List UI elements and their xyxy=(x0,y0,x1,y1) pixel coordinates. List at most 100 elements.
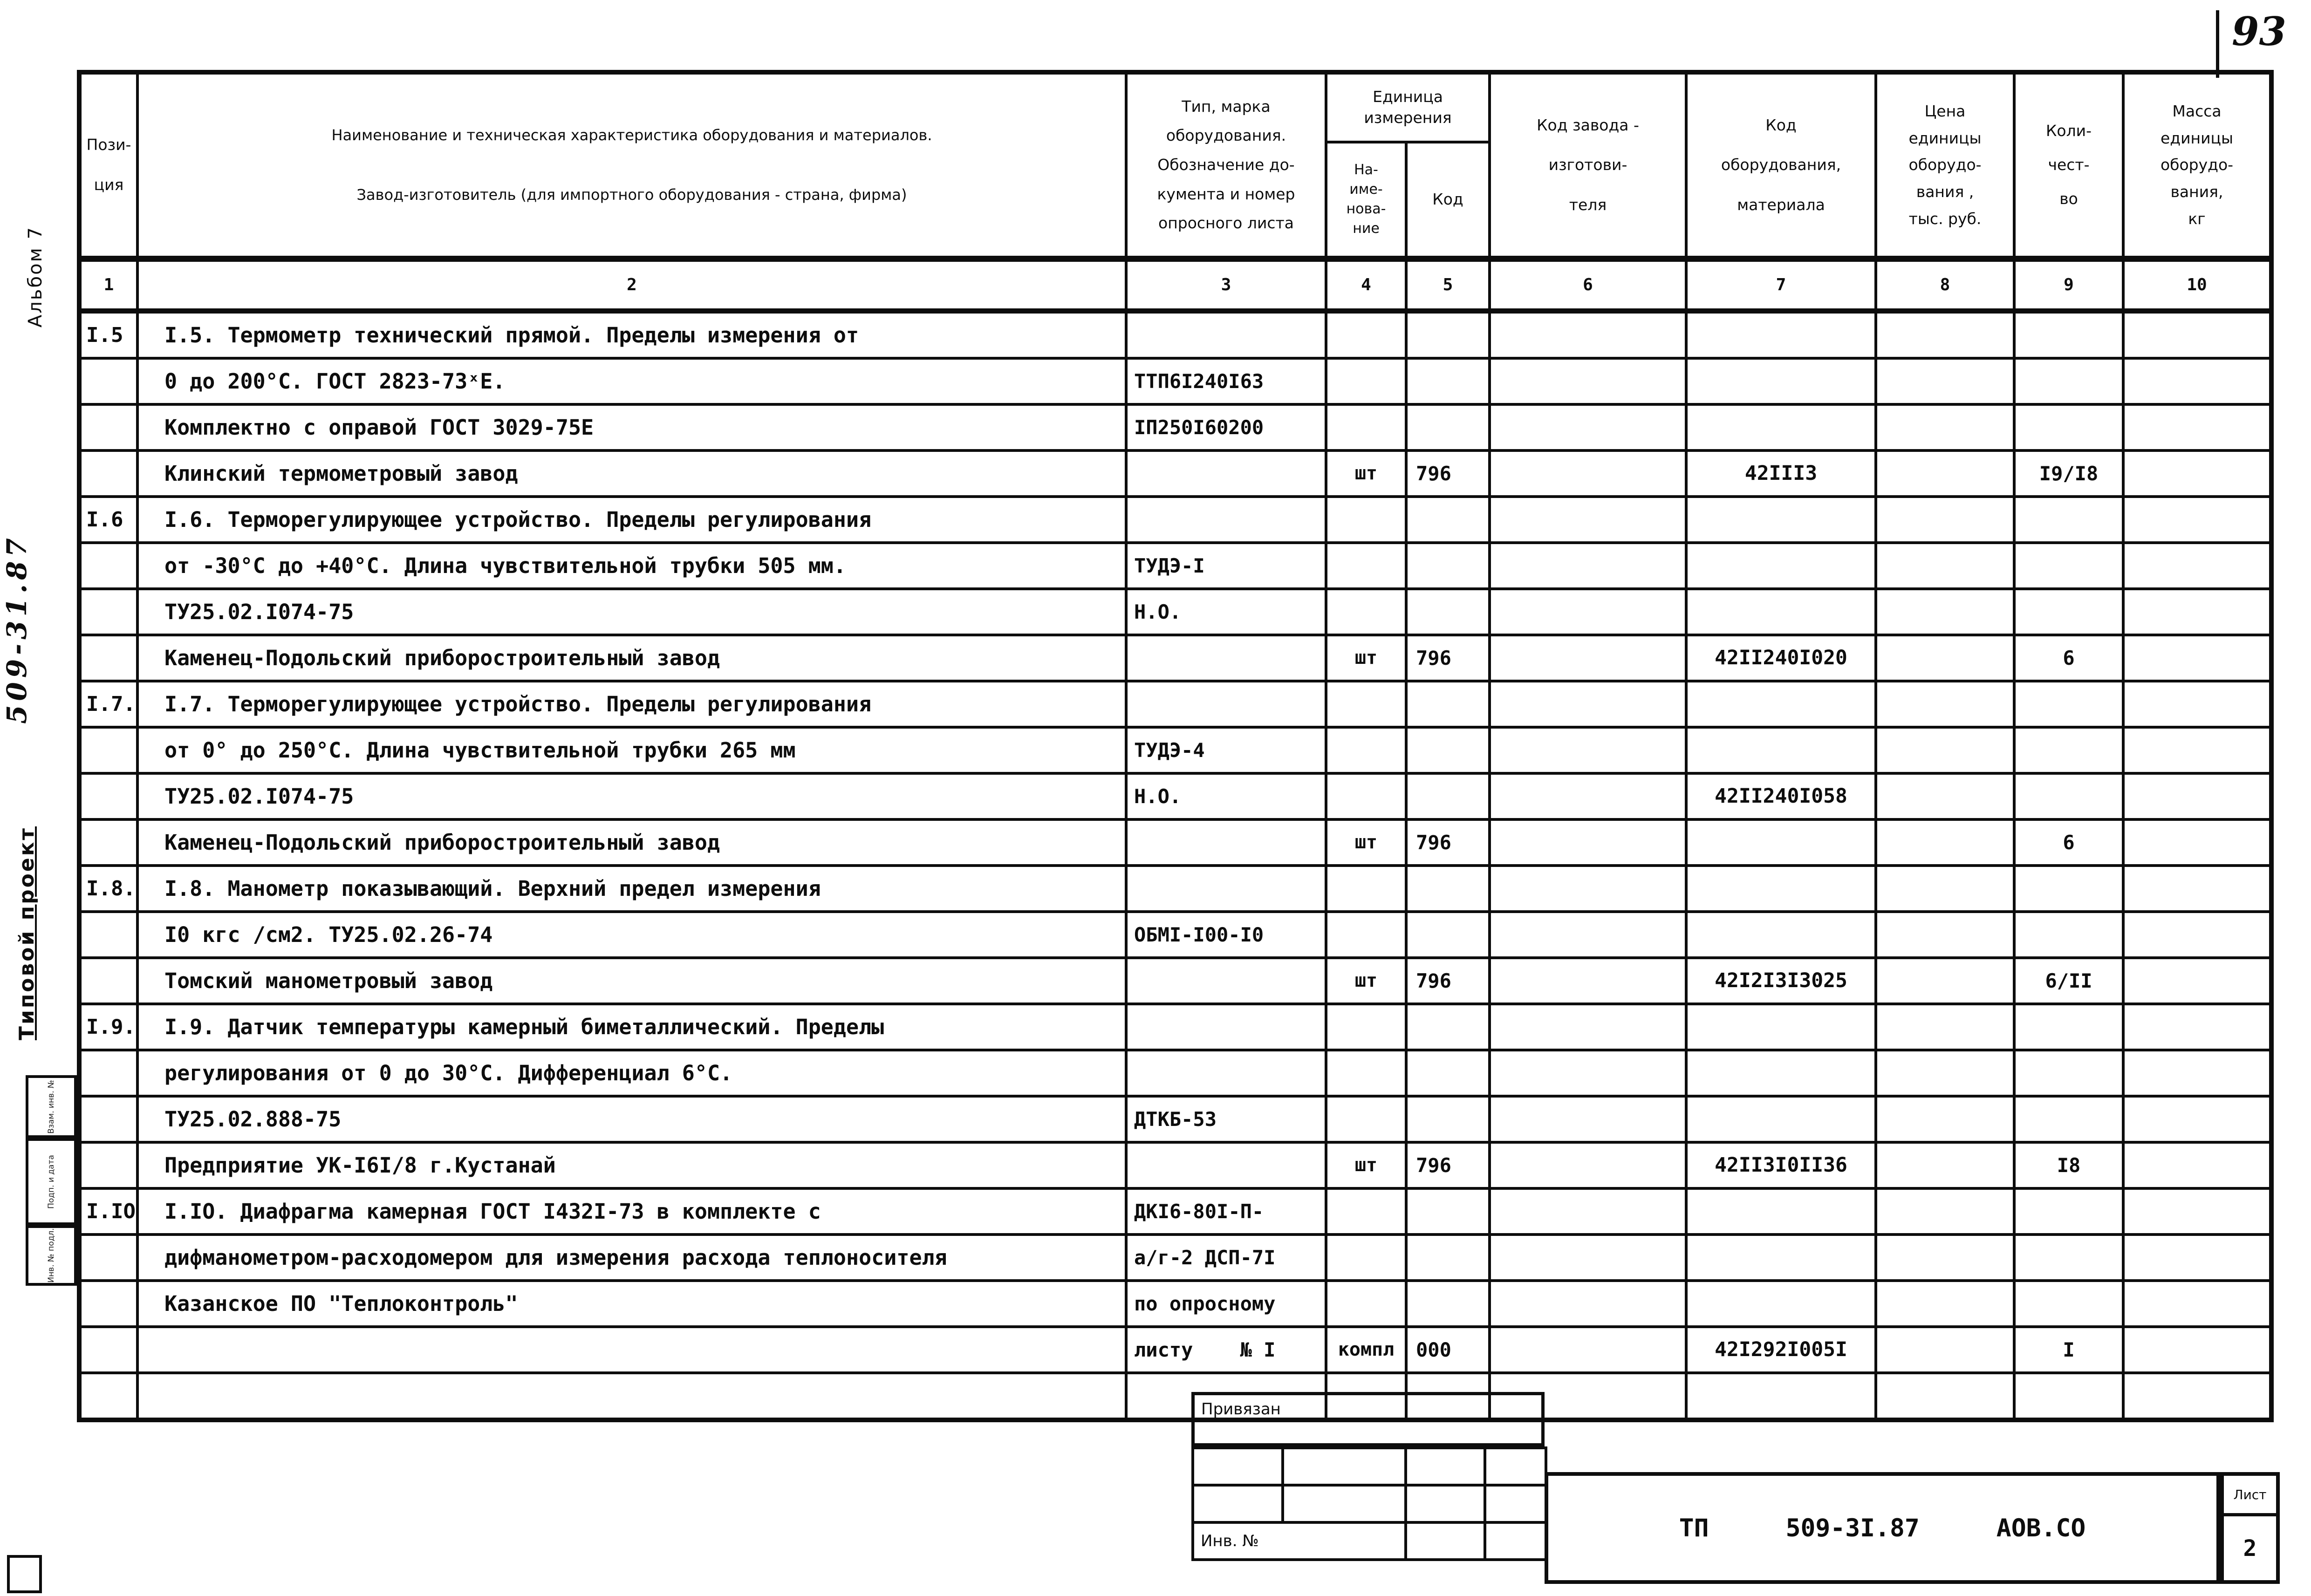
column-number: 1 xyxy=(78,255,139,314)
cell-c3 xyxy=(1125,956,1327,1005)
cell-c2: 0 до 200°С. ГОСТ 2823-73ˣЕ. xyxy=(136,356,1128,406)
cell-c9 xyxy=(2013,1048,2125,1098)
cell-c6 xyxy=(1488,633,1688,682)
column-number: 4 xyxy=(1325,255,1408,314)
cell-c9 xyxy=(2013,402,2125,452)
cell-c2: Казанское ПО "Теплоконтроль" xyxy=(136,1279,1128,1328)
cell-c3: Н.О. xyxy=(1125,771,1327,821)
cell-c1 xyxy=(78,633,139,682)
cell-c2: ТУ25.02.I074-75 xyxy=(136,771,1128,821)
cell-c10 xyxy=(2122,956,2273,1005)
cell-c5: 000 xyxy=(1404,1325,1491,1374)
cell-c8 xyxy=(1874,1187,2016,1236)
cell-c8 xyxy=(1874,1140,2016,1190)
cell-c5: 796 xyxy=(1404,818,1491,867)
cell-c1: I.5 xyxy=(78,309,139,360)
cell-c4 xyxy=(1325,1187,1408,1236)
cell-c6 xyxy=(1488,495,1688,544)
cell-c4 xyxy=(1325,725,1408,775)
cell-c1: I.IO xyxy=(78,1187,139,1236)
table-row: I.5 I.5. Термометр технический прямой. Пр… xyxy=(78,309,2273,360)
title-block-tp: ТП xyxy=(1679,1514,1709,1542)
cell-c10 xyxy=(2122,356,2273,406)
cell-c2: I.5. Термометр технический прямой. Преде… xyxy=(136,309,1128,360)
cell-c3: ДКI6-80I-П- xyxy=(1125,1187,1327,1236)
cell-c1 xyxy=(78,1140,139,1190)
cell-c1 xyxy=(78,402,139,452)
cell-c4 xyxy=(1325,587,1408,636)
column-number: 8 xyxy=(1874,255,2016,314)
cell-c7: 42II3I0II36 xyxy=(1685,1140,1878,1190)
column-number: 5 xyxy=(1404,255,1491,314)
cell-c5 xyxy=(1404,356,1491,406)
frame-cell-inv-podl: Инв. № подл. xyxy=(26,1225,77,1286)
cell-c2: I.9. Датчик температуры камерный биметал… xyxy=(136,1002,1128,1051)
cell-c6 xyxy=(1488,956,1688,1005)
cell-c1 xyxy=(78,956,139,1005)
cell-c8 xyxy=(1874,449,2016,498)
cell-c10 xyxy=(2122,1187,2273,1236)
cell-c3 xyxy=(1125,818,1327,867)
cell-c5 xyxy=(1404,495,1491,544)
cell-c7: 42III3 xyxy=(1685,449,1878,498)
column-number: 3 xyxy=(1125,255,1327,314)
cell-c7 xyxy=(1685,818,1878,867)
cell-c8 xyxy=(1874,541,2016,590)
col-header-quantity: Коли- чест- во xyxy=(2013,71,2125,260)
cell-c5 xyxy=(1404,771,1491,821)
cell-c10 xyxy=(2122,725,2273,775)
cell-c7 xyxy=(1685,541,1878,590)
cell-c2: I0 кгс /см2. ТУ25.02.26-74 xyxy=(136,910,1128,959)
cell-c3 xyxy=(1125,495,1327,544)
cell-c2: регулирования от 0 до 30°С. Дифференциал… xyxy=(136,1048,1128,1098)
cell-c7 xyxy=(1685,1371,1878,1421)
cell-c1 xyxy=(78,449,139,498)
col-header-unit-price: Цена единицы оборудо- вания , тыс. руб. xyxy=(1874,71,2016,260)
cell-c4 xyxy=(1325,309,1408,360)
cell-c7 xyxy=(1685,1187,1878,1236)
privyazan-label: Привязан xyxy=(1201,1400,1281,1419)
cell-c9 xyxy=(2013,864,2125,913)
cell-c5 xyxy=(1404,679,1491,729)
cell-c9 xyxy=(2013,910,2125,959)
stamp-grid-cell xyxy=(1484,1521,1547,1561)
cell-c3: ТУДЭ-I xyxy=(1125,541,1327,590)
cell-c1 xyxy=(78,541,139,590)
cell-c8 xyxy=(1874,1233,2016,1282)
col-header-name: Наименование и техническая характеристик… xyxy=(136,71,1128,260)
cell-c6 xyxy=(1488,309,1688,360)
cell-c10 xyxy=(2122,587,2273,636)
cell-c9: I9/I8 xyxy=(2013,449,2125,498)
cell-c9 xyxy=(2013,1279,2125,1328)
cell-c1 xyxy=(78,1233,139,1282)
frame-cell-podp-data: Подп. и дата xyxy=(26,1138,77,1225)
table-row: от -30°С до +40°С. Длина чувствительной … xyxy=(78,541,2273,590)
cell-c6 xyxy=(1488,679,1688,729)
cell-c8 xyxy=(1874,1371,2016,1421)
cell-c5 xyxy=(1404,309,1491,360)
cell-c3 xyxy=(1125,1048,1327,1098)
cell-c5: 796 xyxy=(1404,956,1491,1005)
stamp-grid-cell xyxy=(1484,1446,1547,1487)
cell-c3: по опросному xyxy=(1125,1279,1327,1328)
cell-c8 xyxy=(1874,864,2016,913)
cell-c6 xyxy=(1488,910,1688,959)
cell-c9 xyxy=(2013,679,2125,729)
cell-c6 xyxy=(1488,1094,1688,1144)
cell-c10 xyxy=(2122,771,2273,821)
cell-c1: I.7. xyxy=(78,679,139,729)
stamp-grid-cell xyxy=(1281,1446,1407,1487)
cell-c8 xyxy=(1874,910,2016,959)
table-row xyxy=(78,1371,2273,1421)
cell-c4 xyxy=(1325,495,1408,544)
cell-c9 xyxy=(2013,495,2125,544)
cell-c10 xyxy=(2122,1233,2273,1282)
col-header-type-mark: Тип, марка оборудования. Обозначение до-… xyxy=(1125,71,1327,260)
cell-c5 xyxy=(1404,1187,1491,1236)
cell-c4 xyxy=(1325,679,1408,729)
cell-c2: от 0° до 250°С. Длина чувствительной тру… xyxy=(136,725,1128,775)
table-row: от 0° до 250°С. Длина чувствительной тру… xyxy=(78,725,2273,775)
cell-c7 xyxy=(1685,1279,1878,1328)
cell-c4: компл xyxy=(1325,1325,1408,1374)
cell-c1 xyxy=(78,587,139,636)
